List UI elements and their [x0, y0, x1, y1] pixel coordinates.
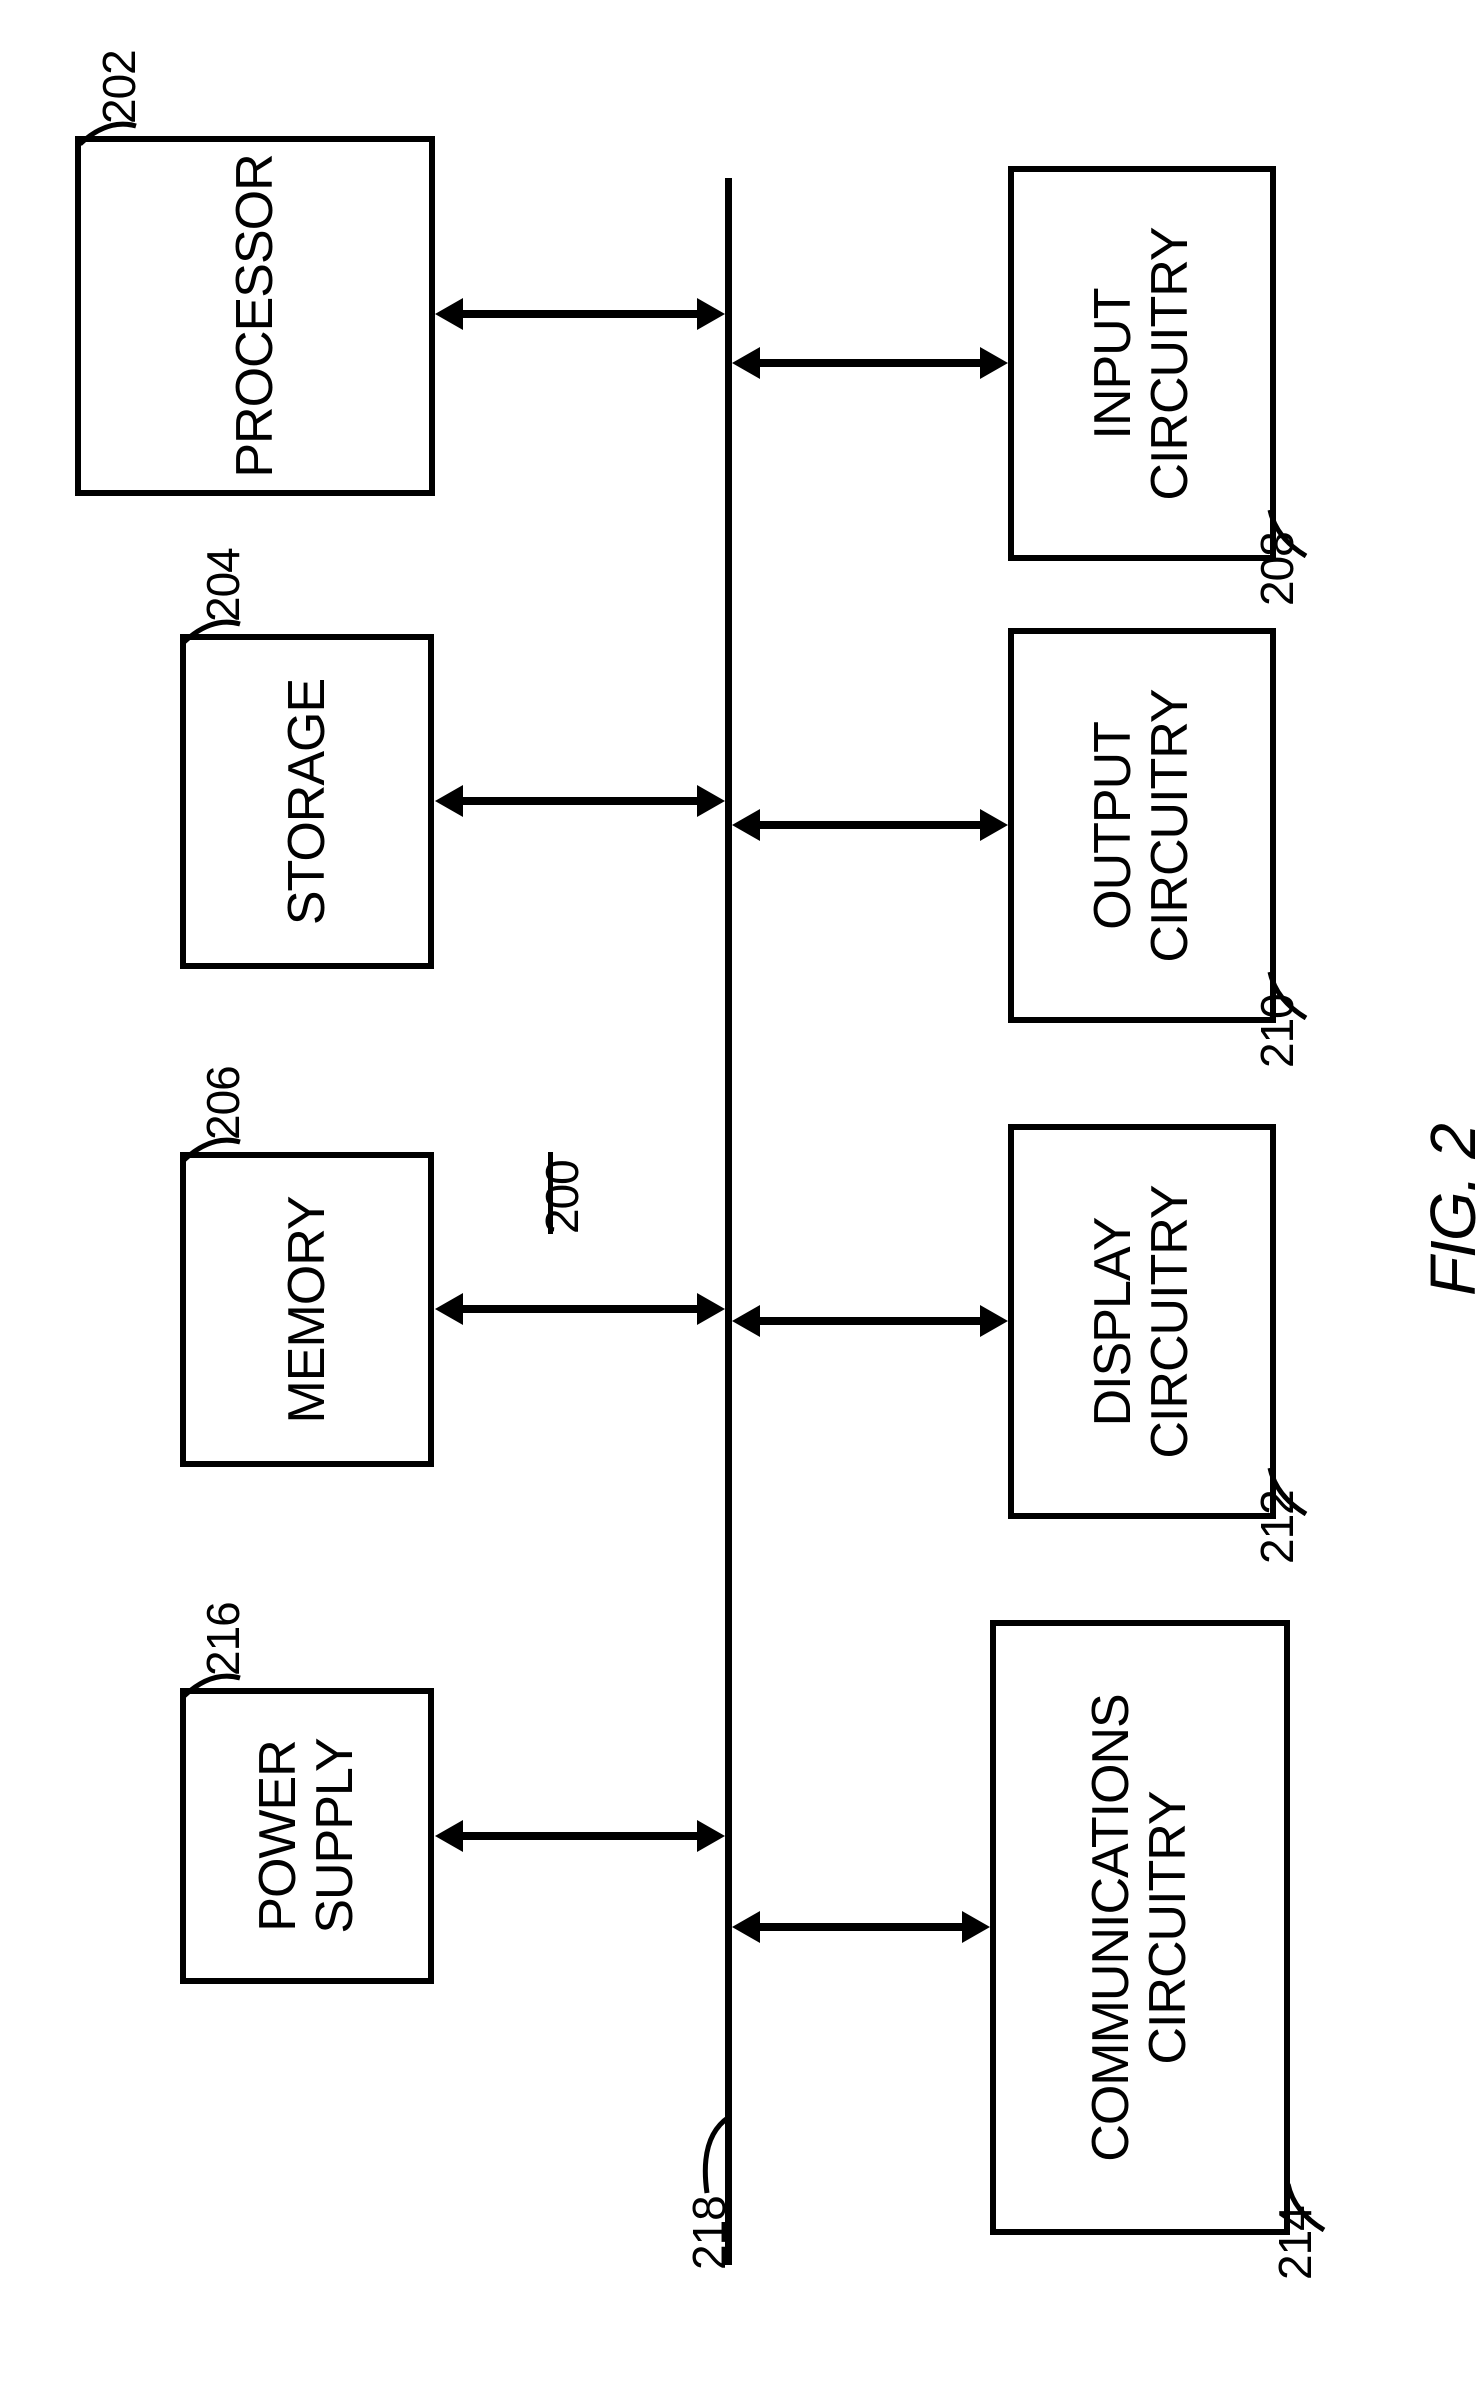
input-circuitry-label: INPUT CIRCUITRY — [1085, 227, 1199, 500]
processor-arrow-stem — [460, 310, 704, 318]
display-circuitry-arrow-stem — [758, 1317, 984, 1325]
storage-block: STORAGE — [180, 634, 434, 969]
memory-ref-leader — [182, 1132, 242, 1172]
memory-arrow-stem — [460, 1305, 704, 1313]
output-circuitry-label-line1: OUTPUT — [1084, 722, 1142, 930]
storage-label: STORAGE — [277, 678, 337, 924]
input-circuitry-block: INPUT CIRCUITRY — [1008, 166, 1276, 561]
output-circuitry-block: OUTPUT CIRCUITRY — [1008, 628, 1276, 1023]
display-circuitry-ref-leader — [1258, 1466, 1308, 1516]
processor-label: PROCESSOR — [225, 154, 285, 477]
communications-circuitry-label-line1: COMMUNICATIONS — [1082, 1694, 1140, 2161]
input-circuitry-arrow-stem — [758, 359, 984, 367]
processor-ref-leader — [78, 116, 138, 156]
power-supply-arrow-head-left — [435, 1820, 463, 1852]
figure-ref-number: 200 — [535, 1160, 589, 1234]
communications-circuitry-block: COMMUNICATIONS CIRCUITRY — [990, 1620, 1290, 2235]
power-supply-arrow-head-right — [697, 1820, 725, 1852]
output-circuitry-ref-leader — [1258, 970, 1308, 1020]
input-circuitry-arrow-head-left — [732, 347, 760, 379]
figure-ref-underline — [548, 1152, 553, 1234]
storage-ref-number: 204 — [196, 548, 250, 622]
input-circuitry-label-line2: CIRCUITRY — [1141, 227, 1199, 500]
storage-ref-leader — [182, 614, 242, 654]
power-supply-ref-leader — [182, 1668, 242, 1708]
communications-circuitry-arrow-head-left — [732, 1911, 760, 1943]
input-circuitry-ref-leader — [1258, 508, 1308, 558]
processor-arrow-head-right — [697, 298, 725, 330]
figure-caption: FIG. 2 — [1416, 1124, 1479, 1296]
display-circuitry-arrow-head-right — [980, 1305, 1008, 1337]
input-circuitry-label-line1: INPUT — [1084, 288, 1142, 439]
page: 200 218 PROCESSOR 202 STORAGE 204 MEMORY… — [0, 0, 1479, 2406]
power-supply-label-line2: SUPPLY — [306, 1738, 364, 1933]
output-circuitry-label: OUTPUT CIRCUITRY — [1085, 689, 1199, 962]
display-circuitry-label-line1: DISPLAY — [1084, 1217, 1142, 1426]
memory-label: MEMORY — [277, 1196, 337, 1423]
display-circuitry-block: DISPLAY CIRCUITRY — [1008, 1124, 1276, 1519]
display-circuitry-arrow-head-left — [732, 1305, 760, 1337]
communications-circuitry-arrow-head-right — [962, 1911, 990, 1943]
processor-arrow-head-left — [435, 298, 463, 330]
communications-circuitry-ref-leader — [1276, 2182, 1326, 2232]
memory-arrow-head-left — [435, 1293, 463, 1325]
display-circuitry-label-line2: CIRCUITRY — [1141, 1185, 1199, 1458]
storage-arrow-stem — [460, 797, 704, 805]
communications-circuitry-label-line2: CIRCUITRY — [1139, 1791, 1197, 2064]
power-supply-arrow-stem — [460, 1832, 704, 1840]
power-supply-label: POWER SUPPLY — [250, 1738, 364, 1933]
bus-line — [725, 178, 732, 2265]
communications-circuitry-arrow-stem — [758, 1923, 966, 1931]
output-circuitry-arrow-stem — [758, 821, 984, 829]
storage-arrow-head-right — [697, 785, 725, 817]
storage-arrow-head-left — [435, 785, 463, 817]
output-circuitry-arrow-head-right — [980, 809, 1008, 841]
memory-arrow-head-right — [697, 1293, 725, 1325]
memory-block: MEMORY — [180, 1152, 434, 1467]
input-circuitry-arrow-head-right — [980, 347, 1008, 379]
power-supply-label-line1: POWER — [249, 1740, 307, 1931]
communications-circuitry-label: COMMUNICATIONS CIRCUITRY — [1083, 1694, 1197, 2161]
power-supply-ref-number: 216 — [196, 1602, 250, 1676]
bus-ref-number: 218 — [682, 2196, 736, 2270]
processor-ref-number: 202 — [92, 50, 146, 124]
display-circuitry-label: DISPLAY CIRCUITRY — [1085, 1185, 1199, 1458]
bus-ref-leader — [695, 2115, 745, 2195]
output-circuitry-arrow-head-left — [732, 809, 760, 841]
memory-ref-number: 206 — [196, 1066, 250, 1140]
output-circuitry-label-line2: CIRCUITRY — [1141, 689, 1199, 962]
power-supply-block: POWER SUPPLY — [180, 1688, 434, 1984]
processor-block: PROCESSOR — [75, 136, 435, 496]
